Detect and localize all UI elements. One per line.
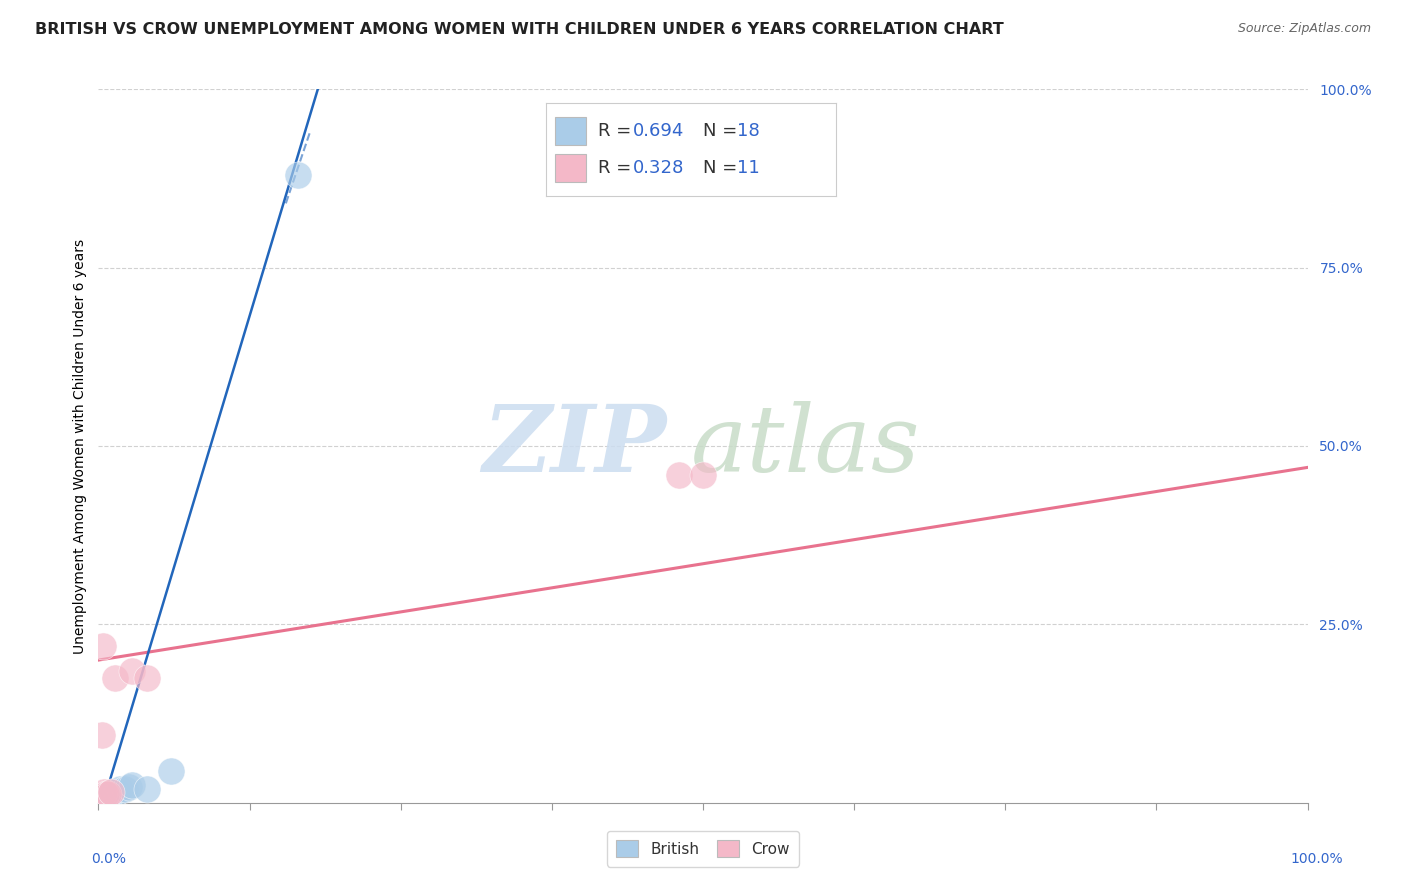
- Y-axis label: Unemployment Among Women with Children Under 6 years: Unemployment Among Women with Children U…: [73, 238, 87, 654]
- Point: [108, 781, 131, 796]
- Point: [94, 787, 117, 801]
- Point: [91, 792, 114, 806]
- Point: [104, 671, 127, 685]
- Point: [98, 789, 121, 803]
- Text: ZIP: ZIP: [482, 401, 666, 491]
- Point: [114, 781, 136, 796]
- Text: atlas: atlas: [690, 401, 921, 491]
- Point: [100, 787, 122, 801]
- Point: [287, 168, 309, 182]
- Text: 0.0%: 0.0%: [91, 852, 127, 866]
- Point: [94, 790, 117, 805]
- Point: [100, 785, 122, 799]
- Point: [668, 467, 690, 482]
- Point: [105, 785, 128, 799]
- Point: [135, 781, 157, 796]
- Legend: British, Crow: British, Crow: [607, 830, 799, 866]
- Point: [118, 780, 141, 794]
- Text: 100.0%: 100.0%: [1291, 852, 1343, 866]
- Point: [97, 787, 120, 801]
- Point: [97, 789, 120, 803]
- Text: BRITISH VS CROW UNEMPLOYMENT AMONG WOMEN WITH CHILDREN UNDER 6 YEARS CORRELATION: BRITISH VS CROW UNEMPLOYMENT AMONG WOMEN…: [35, 22, 1004, 37]
- Point: [692, 467, 714, 482]
- Point: [91, 792, 114, 806]
- Point: [101, 785, 124, 799]
- Point: [121, 664, 143, 678]
- Point: [93, 790, 115, 805]
- Text: Source: ZipAtlas.com: Source: ZipAtlas.com: [1237, 22, 1371, 36]
- Point: [135, 671, 157, 685]
- Point: [91, 639, 114, 653]
- Point: [93, 785, 115, 799]
- Point: [160, 764, 183, 778]
- Point: [91, 792, 114, 806]
- Point: [96, 790, 118, 805]
- Point: [121, 778, 143, 792]
- Point: [91, 728, 114, 742]
